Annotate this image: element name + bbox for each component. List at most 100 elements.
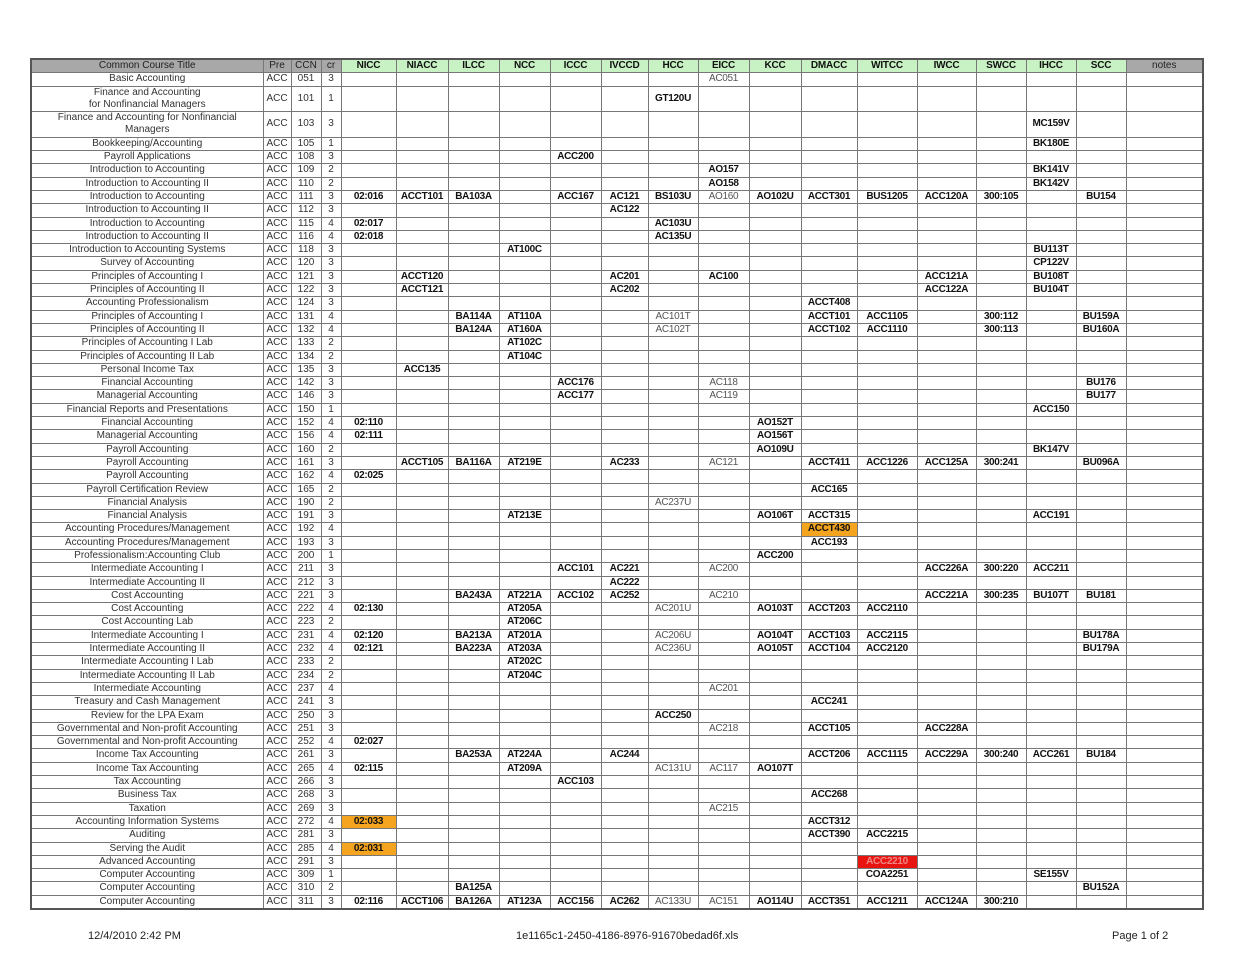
- course-code-niacc: [395, 482, 449, 497]
- notes-cell: [1125, 349, 1204, 364]
- ccn-cell: 285: [290, 841, 322, 856]
- course-code-ivccd: [600, 695, 649, 710]
- course-code-ilcc: BA223A: [447, 642, 500, 657]
- course-code-ihcc: [1025, 894, 1077, 910]
- course-code-witcc: [856, 735, 918, 750]
- course-code-iccc: ACC167: [549, 189, 602, 205]
- course-code-nicc: [340, 655, 397, 670]
- course-code-ilcc: [447, 735, 500, 750]
- course-code-nicc: [340, 269, 397, 285]
- ccn-cell: 212: [290, 575, 322, 590]
- course-code-kcc: [748, 203, 802, 218]
- course-code-ihcc: [1025, 854, 1077, 870]
- table-row: Introduction to Accounting ACC 115 4 02:017 A…: [30, 216, 1204, 231]
- course-code-dmacc: ACCT315: [800, 509, 858, 524]
- course-code-niacc: [395, 588, 449, 604]
- course-code-nicc: [340, 256, 397, 271]
- notes-cell: [1125, 283, 1204, 298]
- ccn-cell: 310: [290, 881, 322, 896]
- course-code-swcc: [975, 150, 1027, 165]
- table-row: Financial Analysis ACC 190 2 AC237U: [30, 495, 1204, 511]
- course-code-ilcc: [447, 841, 500, 856]
- course-code-eicc: [697, 349, 750, 364]
- course-title: Principles of Accounting II Lab: [30, 349, 264, 364]
- course-code-ncc: AT102C: [498, 336, 551, 351]
- course-code-kcc: [748, 828, 802, 843]
- table-row: Advanced Accounting ACC 291 3 ACC2210: [30, 854, 1204, 870]
- ccn-cell: 269: [290, 801, 322, 816]
- course-code-ilcc: [447, 655, 500, 670]
- table-row: Auditing ACC 281 3 ACCT390 ACC2215: [30, 828, 1204, 843]
- course-code-eicc: [697, 814, 750, 830]
- course-code-dmacc: ACCT411: [800, 455, 858, 471]
- course-code-kcc: [748, 708, 802, 723]
- course-code-ilcc: BA114A: [447, 309, 500, 324]
- course-code-dmacc: [800, 761, 858, 777]
- notes-cell: [1125, 575, 1204, 590]
- course-code-ncc: AT110A: [498, 309, 551, 324]
- course-code-scc: BU176: [1075, 376, 1127, 391]
- course-code-niacc: ACCT105: [395, 455, 449, 471]
- course-code-ihcc: [1025, 455, 1077, 471]
- course-code-swcc: [975, 429, 1027, 444]
- course-code-ncc: [498, 814, 551, 830]
- header-cr: cr: [320, 58, 342, 74]
- course-code-niacc: [395, 85, 449, 113]
- course-code-eicc: AC119: [697, 389, 750, 404]
- course-code-dmacc: [800, 469, 858, 484]
- course-code-ivccd: [600, 761, 649, 777]
- course-code-ncc: [498, 376, 551, 391]
- course-code-scc: [1075, 602, 1127, 617]
- course-code-ihcc: [1025, 788, 1077, 803]
- course-code-ivccd: [600, 775, 649, 790]
- course-code-iccc: [549, 455, 602, 471]
- course-code-eicc: [697, 482, 750, 497]
- credits-cell: 2: [320, 482, 342, 497]
- prefix-cell: ACC: [262, 628, 292, 644]
- course-code-scc: [1075, 336, 1127, 351]
- course-code-hcc: [647, 429, 699, 444]
- course-code-witcc: [856, 801, 918, 816]
- course-code-witcc: [856, 216, 918, 231]
- course-code-kcc: [748, 85, 802, 113]
- course-code-iccc: [549, 176, 602, 191]
- ccn-cell: 252: [290, 735, 322, 750]
- credits-cell: 4: [320, 429, 342, 444]
- course-code-ncc: [498, 416, 551, 431]
- course-code-hcc: [647, 269, 699, 285]
- course-code-kcc: [748, 163, 802, 178]
- prefix-cell: ACC: [262, 642, 292, 657]
- course-code-iwcc: [916, 309, 977, 324]
- course-code-iccc: [549, 535, 602, 550]
- table-row: Financial Accounting ACC 142 3 ACC176 AC118 BU…: [30, 376, 1204, 391]
- course-code-nicc: [340, 150, 397, 165]
- course-code-scc: [1075, 402, 1127, 418]
- course-code-iccc: ACC103: [549, 775, 602, 790]
- credits-cell: 3: [320, 150, 342, 165]
- course-code-swcc: [975, 761, 1027, 777]
- table-row: Introduction to Accounting II ACC 116 4 02:0…: [30, 229, 1204, 245]
- prefix-cell: ACC: [262, 309, 292, 324]
- course-code-ncc: AT104C: [498, 349, 551, 364]
- course-code-swcc: [975, 269, 1027, 285]
- table-row: Governmental and Non-profit Accounting AC…: [30, 735, 1204, 750]
- course-code-iccc: ACC177: [549, 389, 602, 404]
- credits-cell: 3: [320, 894, 342, 910]
- notes-cell: [1125, 203, 1204, 218]
- course-code-ncc: [498, 575, 551, 590]
- course-code-hcc: [647, 868, 699, 883]
- course-code-ilcc: [447, 695, 500, 710]
- course-code-scc: [1075, 150, 1127, 165]
- course-code-iwcc: [916, 775, 977, 790]
- course-code-swcc: 300:241: [975, 455, 1027, 471]
- course-code-ilcc: [447, 416, 500, 431]
- ccn-cell: 231: [290, 628, 322, 644]
- credits-cell: 2: [320, 655, 342, 670]
- course-code-iwcc: [916, 655, 977, 670]
- course-code-ncc: [498, 854, 551, 870]
- course-title: Taxation: [30, 801, 264, 816]
- ccn-cell: 291: [290, 854, 322, 870]
- course-code-dmacc: [800, 854, 858, 870]
- prefix-cell: ACC: [262, 602, 292, 617]
- course-code-nicc: 02:033: [340, 814, 397, 830]
